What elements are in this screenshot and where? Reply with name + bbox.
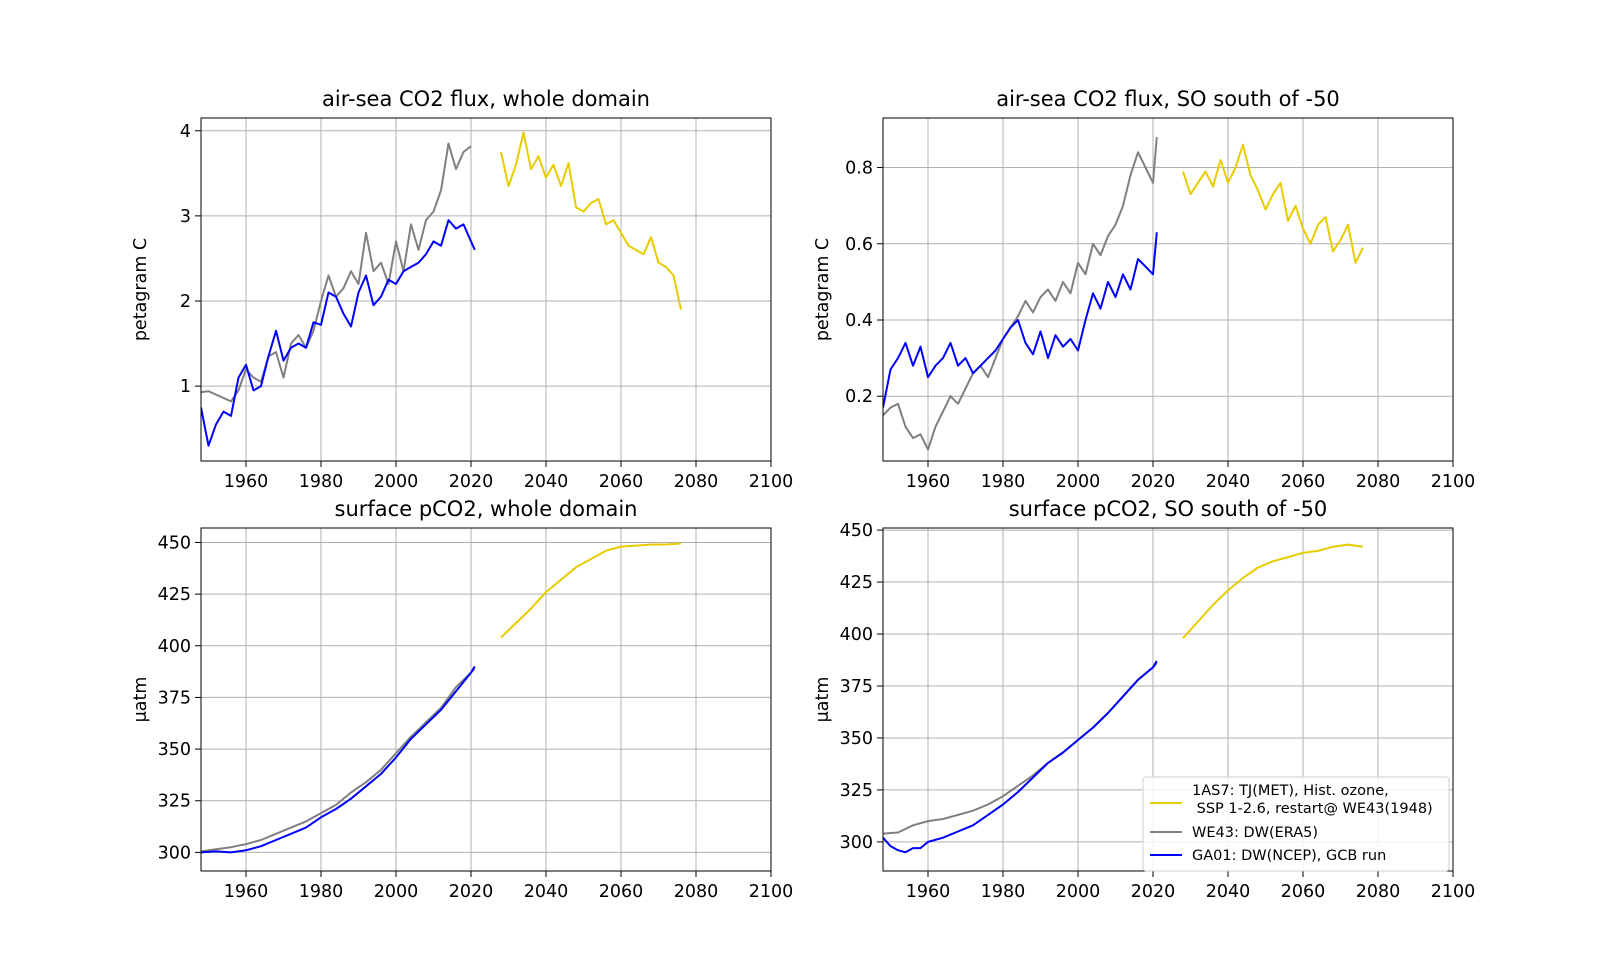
x-tick-label: 2040 [524, 882, 569, 902]
y-tick-label: 375 [840, 677, 873, 697]
x-tick-label: 2100 [1431, 882, 1476, 902]
axes-frame [200, 527, 772, 872]
y-tick-label: 0.4 [845, 311, 873, 331]
y-tick-label: 450 [158, 533, 191, 553]
x-tick-label: 2060 [1281, 882, 1326, 902]
x-tick-label: 2040 [1206, 882, 1251, 902]
y-tick-label: 400 [840, 625, 873, 645]
y-axis-label: μatm [131, 677, 151, 723]
y-axis-label: petagram C [131, 238, 151, 341]
x-tick-label: 2020 [449, 882, 494, 902]
series-line-1as7 [1182, 143, 1364, 264]
y-tick-label: 400 [158, 637, 191, 657]
legend-label-ga01: GA01: DW(NCEP), GCB run [1192, 848, 1386, 864]
series-line-ga01 [201, 665, 476, 854]
legend-label-we43: WE43: DW(ERA5) [1192, 825, 1318, 841]
y-tick-label: 425 [158, 585, 191, 605]
x-tick-label: 2020 [449, 472, 494, 492]
series-line-1as7 [500, 542, 682, 639]
x-tick-label: 1960 [224, 472, 269, 492]
panel-title: air-sea CO2 flux, SO south of -50 [996, 87, 1340, 111]
x-tick-label: 2040 [524, 472, 569, 492]
series-line-ga01 [201, 219, 476, 447]
y-tick-label: 425 [840, 573, 873, 593]
y-tick-label: 4 [180, 122, 191, 142]
series-line-1as7 [500, 131, 682, 310]
x-tick-label: 1960 [906, 472, 951, 492]
series-lines [201, 542, 682, 854]
y-tick-label: 350 [158, 740, 191, 760]
panel-surface-pco2-southern-ocean: surface pCO2, SO south of -50 μatm 1960 1… [813, 497, 1475, 902]
panel-air-sea-flux-southern-ocean: air-sea CO2 flux, SO south of -50 petagr… [813, 87, 1475, 492]
y-tick-label: 325 [840, 781, 873, 801]
y-tick-label: 0.8 [845, 159, 873, 179]
y-tick-label: 3 [180, 207, 191, 227]
y-tick-label: 2 [180, 292, 191, 312]
y-tick-label: 0.2 [845, 387, 873, 407]
x-tick-label: 1980 [299, 882, 344, 902]
x-tick-label: 2000 [1056, 472, 1101, 492]
y-axis-label: μatm [813, 677, 833, 723]
y-tick-label: 450 [840, 521, 873, 541]
x-tick-label: 1960 [906, 882, 951, 902]
x-tick-label: 2100 [749, 882, 794, 902]
y-tick-label: 375 [158, 688, 191, 708]
x-tick-label: 2000 [374, 882, 419, 902]
series-lines [883, 543, 1364, 854]
x-tick-label: 2040 [1206, 472, 1251, 492]
y-tick-label: 1 [180, 377, 191, 397]
grid [201, 528, 772, 871]
legend-label-1as7-line-1: 1AS7: TJ(MET), Hist. ozone, [1192, 783, 1389, 799]
panel-title: surface pCO2, SO south of -50 [1009, 497, 1328, 521]
x-tick-label: 1980 [299, 472, 344, 492]
x-tick-label: 2080 [1356, 472, 1401, 492]
panel-title: air-sea CO2 flux, whole domain [322, 87, 650, 111]
series-line-ga01 [883, 660, 1158, 854]
x-tick-label: 1960 [224, 882, 269, 902]
panel-air-sea-flux-whole-domain: air-sea CO2 flux, whole domain petagram … [131, 87, 793, 492]
series-lines [883, 137, 1364, 451]
x-tick-label: 2060 [1281, 472, 1326, 492]
x-tick-label: 2100 [1431, 472, 1476, 492]
x-tick-label: 2080 [674, 472, 719, 492]
x-tick-label: 2080 [674, 882, 719, 902]
x-tick-label: 2060 [599, 882, 644, 902]
series-lines [201, 131, 682, 447]
series-line-we43 [883, 137, 1158, 451]
series-line-1as7 [1182, 543, 1364, 639]
panel-title: surface pCO2, whole domain [335, 497, 638, 521]
legend-label-1as7-line-2: SSP 1-2.6, restart@ WE43(1948) [1192, 801, 1433, 817]
x-tick-label: 2020 [1131, 472, 1176, 492]
x-tick-label: 2060 [599, 472, 644, 492]
y-tick-label: 350 [840, 729, 873, 749]
grid [883, 118, 1454, 461]
x-tick-label: 2080 [1356, 882, 1401, 902]
x-tick-label: 1980 [981, 472, 1026, 492]
x-tick-label: 2000 [374, 472, 419, 492]
axes-frame [882, 117, 1454, 462]
x-tick-label: 2000 [1056, 882, 1101, 902]
y-tick-label: 300 [840, 833, 873, 853]
axes-frame [200, 117, 772, 462]
x-tick-label: 1980 [981, 882, 1026, 902]
panel-surface-pco2-whole-domain: surface pCO2, whole domain μatm 1960 1980… [131, 497, 793, 902]
legend: 1AS7: TJ(MET), Hist. ozone, SSP 1-2.6, r… [1142, 776, 1450, 872]
series-line-we43 [201, 667, 476, 853]
y-axis-label: petagram C [813, 238, 833, 341]
x-tick-label: 2100 [749, 472, 794, 492]
grid [201, 118, 772, 461]
legend-box [1142, 776, 1450, 872]
y-tick-label: 0.6 [845, 235, 873, 255]
series-line-ga01 [883, 232, 1158, 408]
x-tick-label: 2020 [1131, 882, 1176, 902]
y-tick-label: 325 [158, 792, 191, 812]
y-tick-label: 300 [158, 843, 191, 863]
